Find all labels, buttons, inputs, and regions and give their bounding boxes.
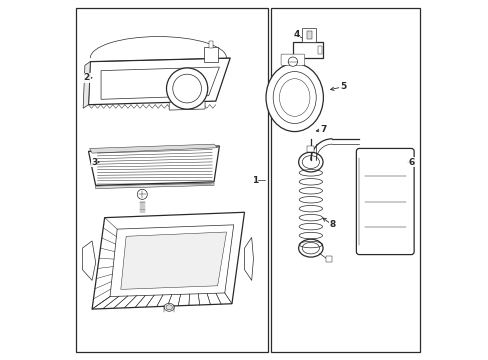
- Bar: [325, 256, 332, 262]
- Text: 5: 5: [339, 82, 346, 91]
- Polygon shape: [83, 62, 90, 108]
- Ellipse shape: [299, 215, 322, 221]
- Polygon shape: [110, 225, 233, 297]
- Polygon shape: [121, 232, 226, 289]
- Bar: [271, 8, 419, 352]
- Polygon shape: [88, 58, 230, 105]
- FancyBboxPatch shape: [356, 148, 413, 255]
- Bar: [301, 28, 316, 42]
- Ellipse shape: [265, 63, 323, 132]
- Bar: [317, 45, 322, 54]
- Circle shape: [287, 57, 297, 66]
- Ellipse shape: [299, 232, 322, 239]
- Text: 1: 1: [252, 176, 258, 185]
- Ellipse shape: [164, 303, 174, 311]
- Ellipse shape: [299, 224, 322, 230]
- FancyBboxPatch shape: [281, 54, 304, 65]
- Text: 2: 2: [83, 73, 90, 82]
- Polygon shape: [96, 183, 214, 189]
- Ellipse shape: [299, 241, 322, 248]
- Ellipse shape: [299, 197, 322, 203]
- Ellipse shape: [299, 179, 322, 185]
- Polygon shape: [169, 101, 204, 110]
- Polygon shape: [88, 146, 219, 185]
- Polygon shape: [82, 241, 96, 280]
- Polygon shape: [92, 212, 244, 309]
- FancyBboxPatch shape: [204, 46, 218, 62]
- Ellipse shape: [273, 72, 316, 123]
- Bar: [208, 41, 213, 48]
- Text: 4: 4: [293, 30, 299, 39]
- Ellipse shape: [165, 305, 172, 310]
- Text: 3: 3: [91, 158, 98, 167]
- Polygon shape: [89, 144, 217, 153]
- Bar: [306, 31, 311, 40]
- Ellipse shape: [166, 68, 207, 109]
- Text: 8: 8: [328, 220, 335, 229]
- Polygon shape: [244, 237, 253, 280]
- Ellipse shape: [299, 188, 322, 194]
- Text: 6: 6: [407, 158, 413, 167]
- Bar: [76, 8, 267, 352]
- Polygon shape: [101, 67, 219, 99]
- Ellipse shape: [279, 79, 309, 116]
- Ellipse shape: [299, 170, 322, 176]
- Text: 7: 7: [320, 125, 326, 134]
- Bar: [306, 145, 314, 152]
- Circle shape: [137, 189, 147, 199]
- Ellipse shape: [299, 206, 322, 212]
- Ellipse shape: [172, 74, 201, 103]
- Bar: [292, 42, 323, 58]
